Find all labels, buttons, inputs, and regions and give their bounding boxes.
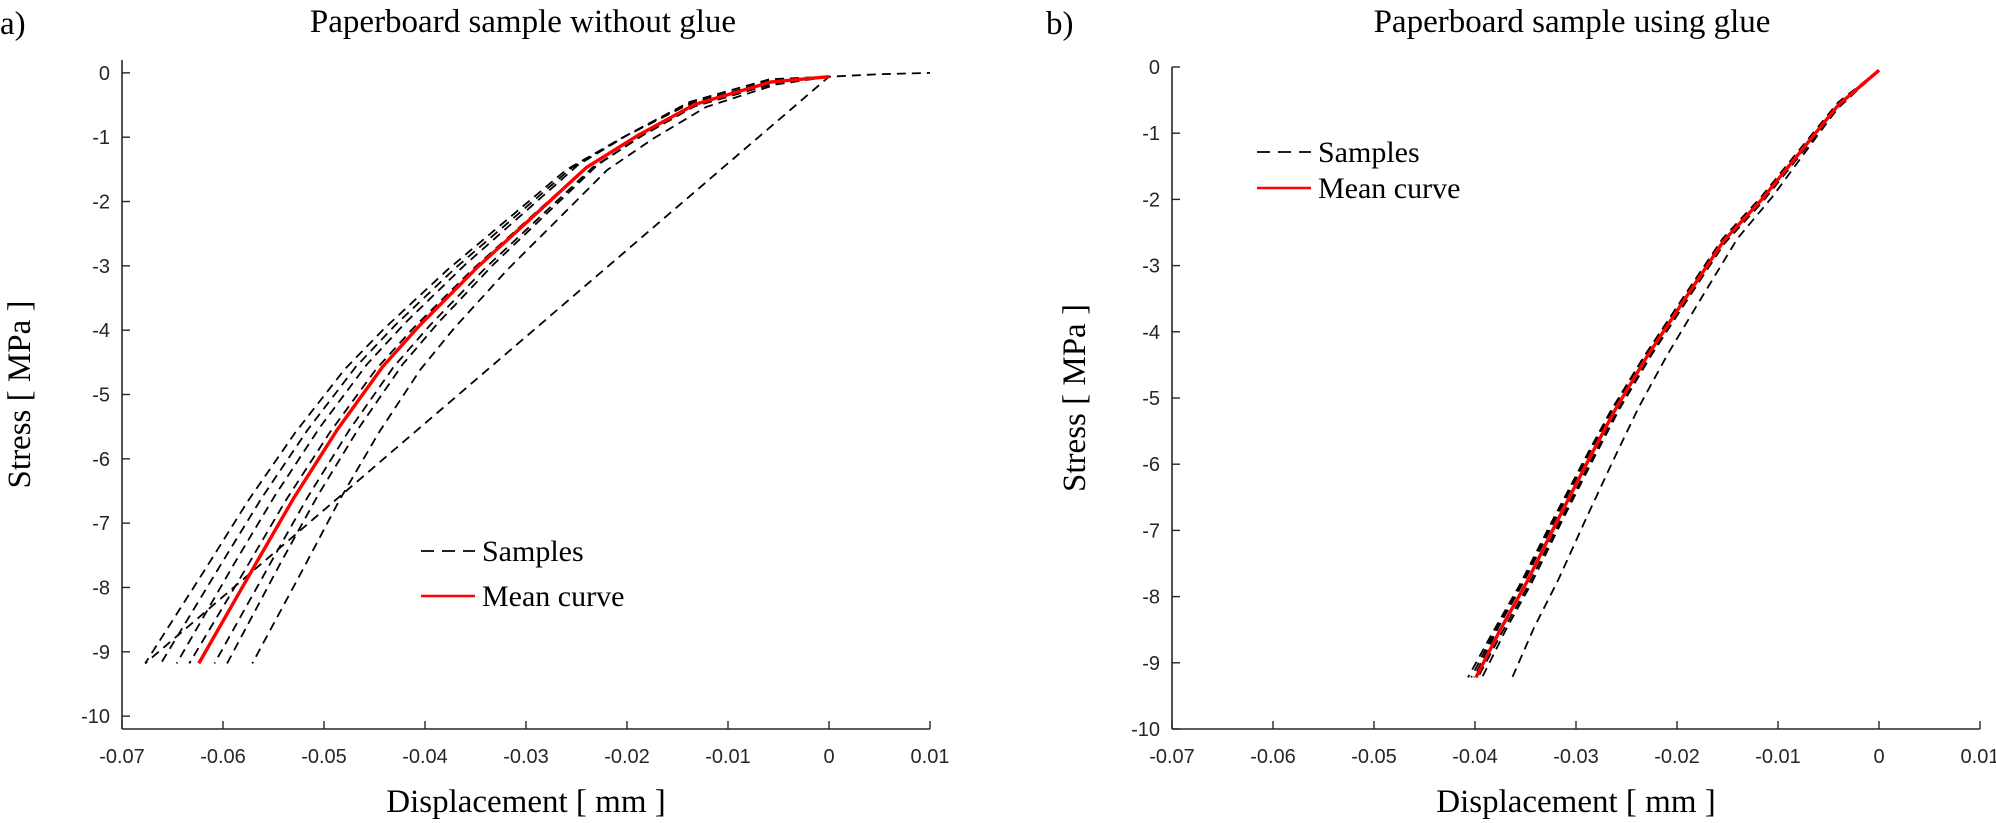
legend-samples-label: Samples xyxy=(482,535,584,568)
legend-samples-label: Samples xyxy=(1318,136,1420,169)
y-tick-label: -6 xyxy=(92,449,110,471)
y-tick-label: -4 xyxy=(1142,322,1160,344)
y-tick-label: -10 xyxy=(1131,719,1160,741)
y-tick-label: -10 xyxy=(81,706,110,728)
x-axis-label: Displacement [ mm ] xyxy=(386,784,666,820)
sample-curve xyxy=(1511,69,1880,678)
x-tick-label: -0.07 xyxy=(99,746,145,768)
y-tick-label: -7 xyxy=(1142,520,1160,542)
legend-mean-label: Mean curve xyxy=(1318,172,1460,205)
mean-curve xyxy=(1474,69,1881,679)
sample-curve xyxy=(1470,69,1880,678)
y-tick-label: -5 xyxy=(1142,388,1160,410)
y-tick-label: 0 xyxy=(99,63,110,85)
chart-panel-b: b) Paperboard sample using glue -0.07 -0.06… xyxy=(1046,4,1996,820)
sample-curve xyxy=(226,75,830,664)
sample-curve xyxy=(1477,69,1880,678)
sample-curve xyxy=(213,75,830,664)
chart-title: Paperboard sample without glue xyxy=(310,4,736,40)
legend: Samples Mean curve xyxy=(421,535,624,613)
y-tick-label: 0 xyxy=(1149,57,1160,79)
x-tick-label: -0.01 xyxy=(1755,746,1801,768)
panel-label: b) xyxy=(1046,6,1074,42)
panel-label: a) xyxy=(0,6,26,42)
y-tick-label: -5 xyxy=(92,385,110,407)
chart-title: Paperboard sample using glue xyxy=(1374,4,1771,40)
y-tick-label: -8 xyxy=(1142,587,1160,609)
y-tick-label: -9 xyxy=(92,642,110,664)
x-tick-label: 0 xyxy=(1873,746,1884,768)
sample-curve xyxy=(251,75,830,664)
sample-curve xyxy=(175,75,830,664)
x-tick-label: 0.01 xyxy=(911,746,950,768)
x-tick-label: -0.01 xyxy=(705,746,751,768)
x-tick-label: -0.03 xyxy=(1553,746,1599,768)
x-tick-label: -0.07 xyxy=(1149,746,1195,768)
y-tick-label: -7 xyxy=(92,513,110,535)
x-tick-label: -0.03 xyxy=(503,746,549,768)
y-axis-label: Stress [ MPa ] xyxy=(1057,304,1093,492)
chart-panel-a: a) Paperboard sample without glue -0.07 -0.… xyxy=(0,4,949,820)
y-tick-label: -2 xyxy=(92,192,110,214)
y-tick-label: -1 xyxy=(1142,123,1160,145)
y-tick-label: -3 xyxy=(92,256,110,278)
y-tick-label: -3 xyxy=(1142,256,1160,278)
x-tick-label: -0.05 xyxy=(301,746,347,768)
x-tick-label: -0.04 xyxy=(402,746,448,768)
y-tick-label: -1 xyxy=(92,127,110,149)
y-tick-label: -4 xyxy=(92,320,110,342)
sample-curve xyxy=(1481,69,1880,678)
y-tick-label: -6 xyxy=(1142,454,1160,476)
y-tick-label: -8 xyxy=(92,577,110,599)
x-tick-label: 0 xyxy=(823,746,834,768)
sample-curve xyxy=(188,75,830,664)
x-tick-label: -0.02 xyxy=(1654,746,1700,768)
x-tick-label: 0.01 xyxy=(1961,746,1996,768)
sample-curve xyxy=(1467,69,1880,678)
y-axis-label: Stress [ MPa ] xyxy=(2,301,38,489)
x-tick-label: -0.06 xyxy=(200,746,246,768)
x-tick-label: -0.02 xyxy=(604,746,650,768)
sample-curve xyxy=(160,75,830,664)
legend-mean-label: Mean curve xyxy=(482,580,624,613)
mean-curve xyxy=(197,75,830,665)
sample-curve xyxy=(1473,69,1880,678)
x-tick-label: -0.04 xyxy=(1452,746,1498,768)
x-tick-label: -0.05 xyxy=(1351,746,1397,768)
x-axis-label: Displacement [ mm ] xyxy=(1436,784,1716,820)
y-tick-label: -2 xyxy=(1142,189,1160,211)
x-tick-label: -0.06 xyxy=(1250,746,1296,768)
y-tick-label: -9 xyxy=(1142,653,1160,675)
